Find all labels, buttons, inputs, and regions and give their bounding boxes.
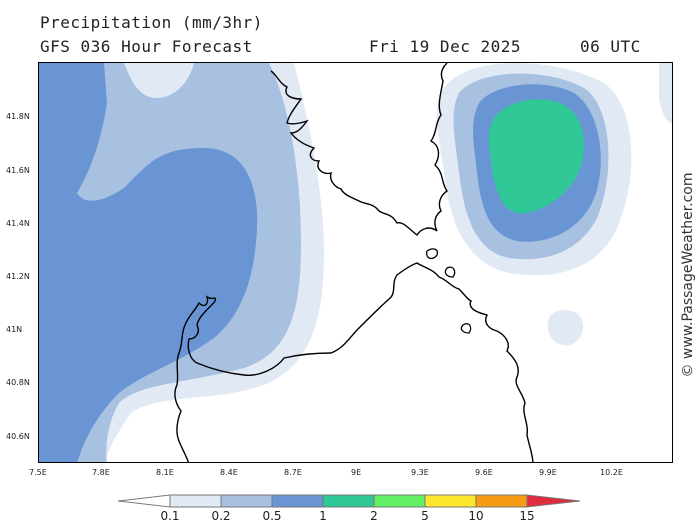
island-1 [426,248,439,260]
colorbar-band [322,494,375,508]
map-canvas [39,63,672,462]
lon-tick: 7.8E [92,468,110,477]
colorbar-band [424,494,477,508]
colorbar-label: 5 [421,509,429,523]
lon-tick: 9.6E [475,468,493,477]
sardinia-coastline [184,262,534,462]
lon-tick: 10.2E [600,468,623,477]
colorbar [117,494,581,508]
precipitation-map [38,62,673,463]
lon-tick: 8.1E [156,468,174,477]
lat-tick: 41.8N [6,112,30,121]
lon-tick: 9.3E [411,468,429,477]
lon-tick: 8.4E [220,468,238,477]
colorbar-band [373,494,426,508]
forecast-date: Fri 19 Dec 2025 [369,37,521,56]
colorbar-band [475,494,528,508]
lat-tick: 41.6N [6,166,30,175]
lon-tick: 9.9E [539,468,557,477]
precip-area-0.5-west [39,63,258,462]
island-2 [444,266,456,278]
lat-tick: 41.4N [6,219,30,228]
lat-tick: 41.2N [6,272,30,281]
colorbar-label: 0.5 [262,509,282,523]
colorbar-arrow-right [526,494,581,508]
colorbar-label: 0.2 [211,509,231,523]
colorbar-label: 2 [370,509,378,523]
colorbar-arrow-left [117,494,171,508]
lat-tick: 40.8N [6,378,30,387]
credit-label: © www.PassageWeather.com [680,172,696,378]
forecast-subtitle: GFS 036 Hour Forecast [40,37,253,56]
colorbar-label: 1 [319,509,327,523]
precip-cell-1 [488,99,585,214]
colorbar-band [169,494,222,508]
corsica-coastline [270,63,449,237]
precip-area-top-right [659,63,672,125]
lat-tick: 40.6N [6,432,30,441]
lat-tick: 41N [6,325,23,334]
sardinia-west-coast [174,324,190,462]
lon-tick: 8.7E [284,468,302,477]
forecast-time: 06 UTC [580,37,641,56]
map-title: Precipitation (mm/3hr) [40,13,263,32]
colorbar-label: 15 [519,509,535,523]
colorbar-label: 0.1 [160,509,180,523]
island-3 [460,323,472,334]
colorbar-label: 10 [468,509,484,523]
lon-tick: 7.5E [29,468,47,477]
precip-notch [124,63,194,98]
lon-tick: 9E [351,468,362,477]
precip-spot-small [547,310,584,346]
colorbar-band [271,494,324,508]
colorbar-band [220,494,273,508]
